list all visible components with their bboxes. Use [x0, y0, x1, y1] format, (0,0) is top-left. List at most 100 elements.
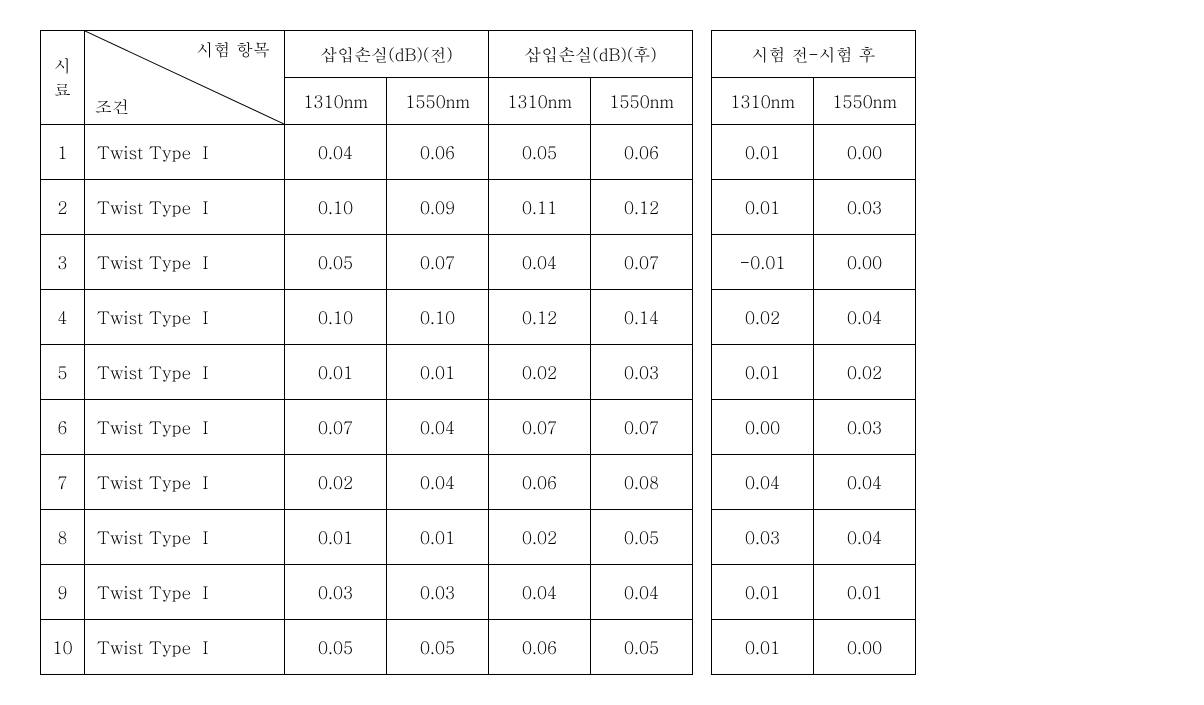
cell-diff-1310: 0.00	[712, 400, 814, 455]
cell-before-1550: 0.01	[387, 345, 489, 400]
cell-diff-1310: 0.01	[712, 345, 814, 400]
cell-condition: Twist Type Ⅰ	[85, 455, 285, 510]
table-row: 4Twist Type Ⅰ0.100.100.120.14	[41, 290, 693, 345]
table-row: 0.010.00	[712, 620, 916, 675]
cell-diff-1310: 0.01	[712, 620, 814, 675]
cell-after-1310: 0.02	[489, 510, 591, 565]
cell-diff-1550: 0.00	[814, 235, 916, 290]
main-table-body: 1Twist Type Ⅰ0.040.060.050.062Twist Type…	[41, 125, 693, 675]
header-before-1550: 1550nm	[387, 78, 489, 125]
header-before-1310: 1310nm	[285, 78, 387, 125]
header-after-group: 삽입손실(dB)(후)	[489, 31, 693, 78]
cell-before-1550: 0.10	[387, 290, 489, 345]
table-row: 0.020.04	[712, 290, 916, 345]
cell-diff-1550: 0.00	[814, 125, 916, 180]
cell-before-1550: 0.04	[387, 455, 489, 510]
cell-sample-number: 3	[41, 235, 85, 290]
table-row: 0.010.00	[712, 125, 916, 180]
header-test-item-label: 시험 항목	[196, 37, 270, 61]
cell-after-1550: 0.08	[591, 455, 693, 510]
cell-diff-1310: 0.01	[712, 565, 814, 620]
cell-condition: Twist Type Ⅰ	[85, 290, 285, 345]
cell-before-1310: 0.02	[285, 455, 387, 510]
cell-after-1550: 0.05	[591, 620, 693, 675]
cell-after-1310: 0.04	[489, 235, 591, 290]
cell-diff-1550: 0.04	[814, 290, 916, 345]
table-row: 0.010.01	[712, 565, 916, 620]
cell-condition: Twist Type Ⅰ	[85, 345, 285, 400]
header-diff-1310: 1310nm	[712, 78, 814, 125]
cell-after-1550: 0.14	[591, 290, 693, 345]
table-row: 8Twist Type Ⅰ0.010.010.020.05	[41, 510, 693, 565]
cell-before-1310: 0.03	[285, 565, 387, 620]
cell-after-1550: 0.05	[591, 510, 693, 565]
table-row: 10Twist Type Ⅰ0.050.050.060.05	[41, 620, 693, 675]
cell-diff-1550: 0.03	[814, 180, 916, 235]
table-row: 6Twist Type Ⅰ0.070.040.070.07	[41, 400, 693, 455]
cell-before-1310: 0.05	[285, 620, 387, 675]
cell-condition: Twist Type Ⅰ	[85, 125, 285, 180]
table-row: 5Twist Type Ⅰ0.010.010.020.03	[41, 345, 693, 400]
cell-condition: Twist Type Ⅰ	[85, 400, 285, 455]
cell-after-1310: 0.11	[489, 180, 591, 235]
cell-sample-number: 1	[41, 125, 85, 180]
cell-diff-1310: 0.01	[712, 180, 814, 235]
cell-sample-number: 7	[41, 455, 85, 510]
table-row: 2Twist Type Ⅰ0.100.090.110.12	[41, 180, 693, 235]
table-row: 0.010.03	[712, 180, 916, 235]
cell-before-1550: 0.07	[387, 235, 489, 290]
table-row: 9Twist Type Ⅰ0.030.030.040.04	[41, 565, 693, 620]
cell-condition: Twist Type Ⅰ	[85, 565, 285, 620]
cell-before-1550: 0.05	[387, 620, 489, 675]
table-row: 0.030.04	[712, 510, 916, 565]
cell-before-1550: 0.06	[387, 125, 489, 180]
header-row-1: 시 료 시험 항목 조건 삽입손실(dB)(전) 삽입손실(dB)(후)	[41, 31, 693, 78]
cell-before-1550: 0.04	[387, 400, 489, 455]
cell-before-1550: 0.09	[387, 180, 489, 235]
cell-diff-1310: 0.01	[712, 125, 814, 180]
header-diff-1550: 1550nm	[814, 78, 916, 125]
cell-diff-1310: -0.01	[712, 235, 814, 290]
table-row: 0.040.04	[712, 455, 916, 510]
cell-after-1310: 0.02	[489, 345, 591, 400]
header-sample-bottom: 료	[41, 78, 84, 102]
cell-sample-number: 9	[41, 565, 85, 620]
header-before-group: 삽입손실(dB)(전)	[285, 31, 489, 78]
cell-sample-number: 4	[41, 290, 85, 345]
diff-table-body: 0.010.000.010.03-0.010.000.020.040.010.0…	[712, 125, 916, 675]
cell-before-1310: 0.10	[285, 290, 387, 345]
table-row: -0.010.00	[712, 235, 916, 290]
diff-header-row-2: 1310nm 1550nm	[712, 78, 916, 125]
cell-after-1310: 0.05	[489, 125, 591, 180]
cell-after-1310: 0.07	[489, 400, 591, 455]
header-sample: 시 료	[41, 31, 85, 125]
main-data-table: 시 료 시험 항목 조건 삽입손실(dB)(전) 삽입손실(dB)(후) 131…	[40, 30, 693, 675]
cell-before-1310: 0.04	[285, 125, 387, 180]
cell-after-1550: 0.07	[591, 235, 693, 290]
cell-diff-1550: 0.02	[814, 345, 916, 400]
header-diff-group: 시험 전-시험 후	[712, 31, 916, 78]
diff-data-table: 시험 전-시험 후 1310nm 1550nm 0.010.000.010.03…	[711, 30, 916, 675]
cell-diff-1310: 0.03	[712, 510, 814, 565]
table-row: 0.000.03	[712, 400, 916, 455]
table-row: 7Twist Type Ⅰ0.020.040.060.08	[41, 455, 693, 510]
cell-diff-1550: 0.03	[814, 400, 916, 455]
cell-before-1310: 0.01	[285, 345, 387, 400]
cell-diff-1310: 0.02	[712, 290, 814, 345]
cell-condition: Twist Type Ⅰ	[85, 620, 285, 675]
header-diagonal-cell: 시험 항목 조건	[85, 31, 285, 125]
cell-after-1550: 0.12	[591, 180, 693, 235]
cell-diff-1550: 0.04	[814, 455, 916, 510]
cell-condition: Twist Type Ⅰ	[85, 235, 285, 290]
cell-after-1310: 0.06	[489, 620, 591, 675]
header-sample-top: 시	[41, 54, 84, 78]
cell-sample-number: 10	[41, 620, 85, 675]
cell-diff-1550: 0.01	[814, 565, 916, 620]
cell-after-1550: 0.03	[591, 345, 693, 400]
cell-before-1550: 0.01	[387, 510, 489, 565]
cell-sample-number: 8	[41, 510, 85, 565]
cell-before-1310: 0.10	[285, 180, 387, 235]
cell-after-1550: 0.07	[591, 400, 693, 455]
header-after-1310: 1310nm	[489, 78, 591, 125]
cell-diff-1310: 0.04	[712, 455, 814, 510]
